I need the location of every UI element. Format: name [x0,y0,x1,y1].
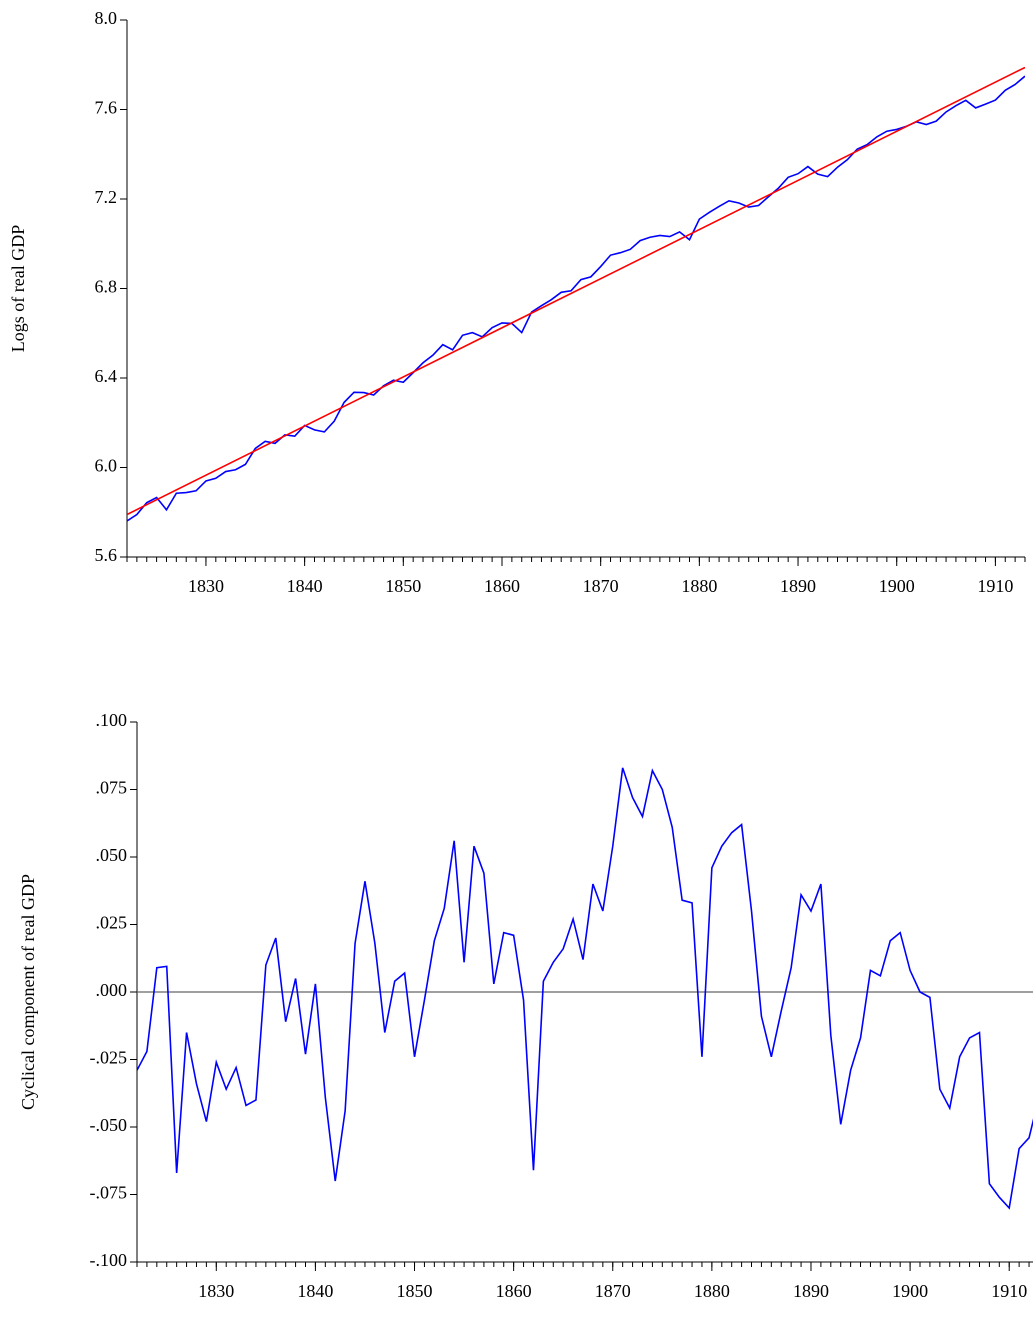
x-tick-label: 1850 [397,1281,433,1301]
x-tick-label: 1840 [297,1281,333,1301]
x-tick-label: 1880 [694,1281,730,1301]
y-tick-label: .000 [96,980,128,1000]
x-tick-label: 1900 [879,576,915,596]
y-tick-label: .050 [96,845,128,865]
y-tick-label: .100 [96,710,128,730]
plot: -.100 -.075 -.050 -.025 .000 .025 .050 .075 .100… [18,710,1033,1301]
x-tick-label: 1840 [287,576,323,596]
y-tick-label: 7.6 [95,98,118,118]
plot: 5.6 6.0 6.4 6.8 7.2 7.6 8.0 1830 1840 1850 1860 187… [8,8,1026,596]
y-tick-label: 6.0 [95,456,118,476]
y-tick-label: -.075 [90,1183,128,1203]
x-tick-label: 1890 [793,1281,829,1301]
x-tick-label: 1870 [595,1281,631,1301]
x-tick-label: 1860 [484,576,520,596]
x-tick-label: 1830 [188,576,224,596]
y-tick-label: 6.8 [95,277,118,297]
y-tick-label: -.025 [90,1048,128,1068]
x-tick-label: 1870 [583,576,619,596]
y-tick-label: .025 [96,913,128,933]
y-tick-label: .075 [96,778,128,798]
series-line [137,767,1033,1210]
y-axis-title: Logs of real GDP [8,225,28,352]
series-line [127,66,1025,516]
y-tick-label: 5.6 [95,545,118,565]
y-tick-label: 7.2 [95,187,118,207]
y-axis-title: Cyclical component of real GDP [18,874,38,1110]
x-tick-label: 1830 [198,1281,234,1301]
x-tick-label: 1900 [892,1281,928,1301]
x-tick-label: 1910 [977,576,1013,596]
y-tick-label: 6.4 [95,366,118,386]
y-tick-label: 8.0 [95,8,118,28]
x-tick-label: 1860 [496,1281,532,1301]
series-line [127,75,1025,522]
x-tick-label: 1880 [681,576,717,596]
x-tick-label: 1910 [991,1281,1027,1301]
x-tick-label: 1890 [780,576,816,596]
y-tick-label: -.050 [90,1115,128,1135]
x-tick-label: 1850 [385,576,421,596]
y-tick-label: -.100 [90,1250,128,1270]
